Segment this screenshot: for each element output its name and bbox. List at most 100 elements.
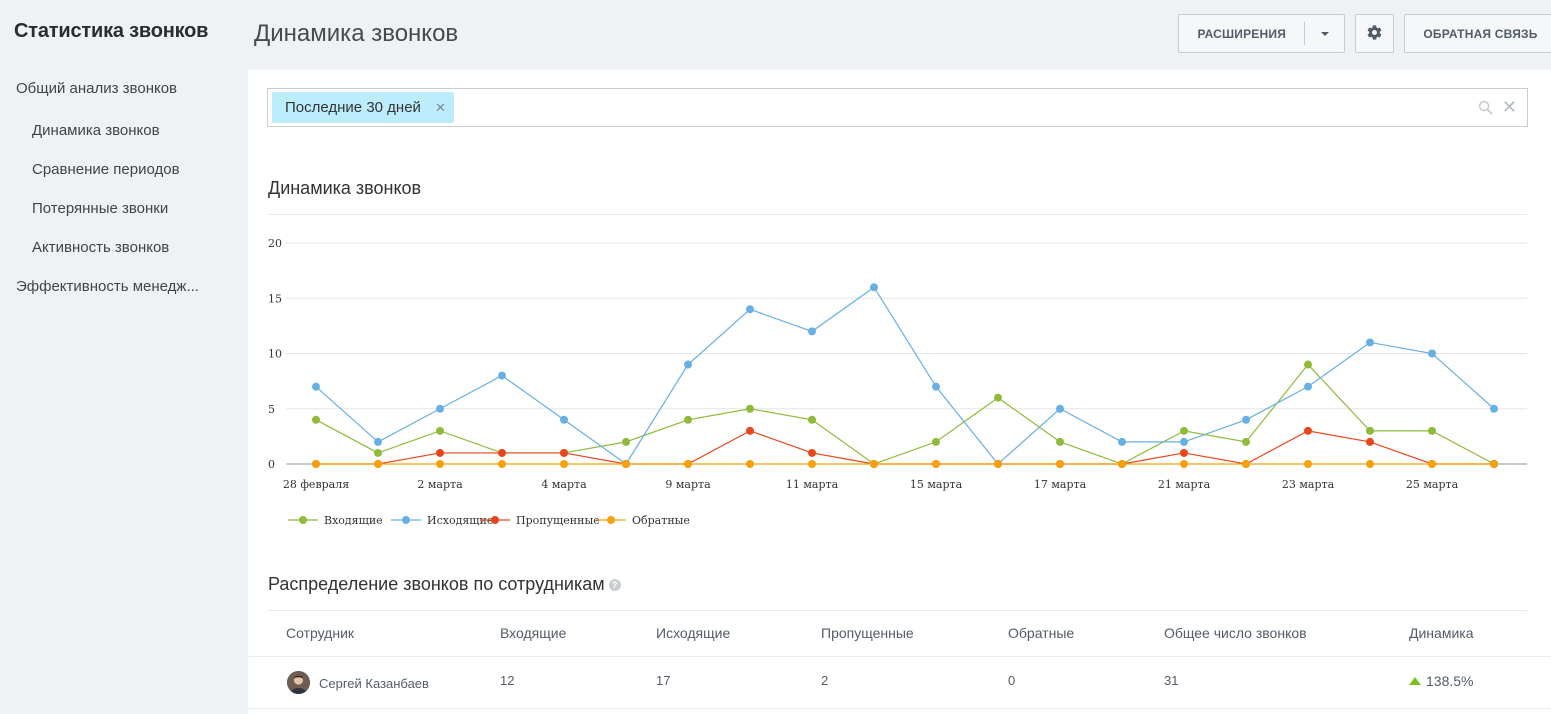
series-line — [315, 286, 1495, 465]
data-point — [870, 283, 878, 292]
data-point — [1118, 437, 1126, 446]
data-point — [808, 327, 816, 336]
data-point — [560, 415, 568, 424]
filter-chip-label: Последние 30 дней — [285, 99, 421, 116]
data-point — [436, 448, 444, 457]
data-point — [560, 448, 568, 457]
cell-dynamics: 138.5% — [1409, 673, 1473, 689]
data-point — [1056, 404, 1064, 413]
column-header-outgoing[interactable]: Исходящие — [656, 625, 731, 641]
data-point — [498, 371, 506, 380]
x-tick-label: 2 марта — [417, 478, 463, 491]
cell-incoming: 12 — [500, 673, 515, 688]
feedback-button-label: ОБРАТНАЯ СВЯЗЬ — [1423, 26, 1538, 41]
data-point — [560, 460, 568, 468]
sidebar-item-general-analysis[interactable]: Общий анализ звонков — [16, 80, 178, 97]
data-point — [1490, 460, 1498, 468]
search-icon[interactable] — [1478, 100, 1493, 120]
gear-icon — [1366, 24, 1383, 44]
data-point — [374, 448, 382, 457]
dynamics-value: 138.5% — [1426, 673, 1474, 689]
settings-button[interactable] — [1355, 14, 1394, 53]
feedback-button[interactable]: ОБРАТНАЯ СВЯЗЬ — [1404, 14, 1551, 53]
legend-marker — [402, 516, 410, 524]
data-point — [436, 426, 444, 435]
data-point — [1242, 415, 1250, 424]
column-header-missed[interactable]: Пропущенные — [821, 625, 914, 641]
sidebar-item-period-comparison[interactable]: Сравнение периодов — [32, 161, 180, 178]
legend-label: Исходящие — [427, 514, 493, 527]
data-point — [1304, 382, 1312, 391]
data-point — [374, 460, 382, 468]
column-header-callbacks[interactable]: Обратные — [1008, 625, 1075, 641]
data-point — [994, 393, 1002, 402]
data-point — [808, 415, 816, 424]
data-point — [1366, 460, 1374, 468]
chart-section-title: Динамика звонков — [268, 178, 422, 198]
data-point — [1304, 360, 1312, 369]
data-point — [374, 437, 382, 446]
data-point — [1180, 437, 1188, 446]
x-tick-label: 21 марта — [1158, 478, 1211, 491]
data-point — [498, 460, 506, 468]
extensions-button-label: РАСШИРЕНИЯ — [1197, 26, 1287, 41]
data-point — [312, 415, 320, 424]
clear-filter-icon[interactable]: ✕ — [1501, 97, 1517, 117]
sidebar-item-call-activity[interactable]: Активность звонков — [32, 239, 170, 256]
legend-marker — [299, 516, 307, 524]
data-point — [622, 460, 630, 468]
avatar — [287, 671, 310, 694]
employee-name-link[interactable]: Сергей Казанбаев — [319, 676, 429, 691]
table-title: Распределение звонков по сотрудникам — [268, 574, 605, 594]
data-point — [1056, 437, 1064, 446]
close-icon[interactable]: ✕ — [434, 99, 446, 115]
column-header-employee[interactable]: Сотрудник — [286, 625, 355, 641]
data-point — [1056, 460, 1064, 468]
legend-label: Входящие — [324, 514, 383, 527]
filter-bar[interactable]: Последние 30 дней ✕ ✕ — [267, 88, 1528, 127]
divider — [268, 610, 1527, 611]
chevron-down-icon[interactable] — [1305, 31, 1344, 37]
table-section-title: Распределение звонков по сотрудникам? — [268, 574, 621, 595]
data-point — [1366, 426, 1374, 435]
y-tick-label: 10 — [268, 348, 282, 361]
data-point — [932, 460, 940, 468]
data-point — [498, 448, 506, 457]
x-tick-label: 9 марта — [665, 478, 711, 491]
data-point — [994, 460, 1002, 468]
cell-total: 31 — [1164, 673, 1179, 688]
cell-callbacks: 0 — [1008, 673, 1016, 688]
data-point — [870, 460, 878, 468]
data-point — [312, 382, 320, 391]
data-point — [684, 460, 692, 468]
button-separator — [1304, 22, 1306, 45]
extensions-button[interactable]: РАСШИРЕНИЯ — [1178, 14, 1345, 53]
data-point — [808, 460, 816, 468]
data-point — [1180, 426, 1188, 435]
table-row-divider — [248, 656, 1551, 657]
data-point — [1366, 338, 1374, 347]
table-row-divider — [248, 708, 1551, 709]
column-header-total[interactable]: Общее число звонков — [1164, 625, 1307, 641]
data-point — [746, 305, 754, 314]
sidebar-item-lost-calls[interactable]: Потерянные звонки — [32, 200, 169, 217]
column-header-dynamics[interactable]: Динамика — [1409, 625, 1474, 641]
help-icon[interactable]: ? — [608, 579, 621, 592]
data-point — [684, 360, 692, 369]
cell-outgoing: 17 — [656, 673, 671, 688]
x-tick-label: 23 марта — [1282, 478, 1335, 491]
data-point — [932, 437, 940, 446]
legend-label: Пропущенные — [516, 514, 600, 527]
sidebar-item-call-dynamics[interactable]: Динамика звонков — [32, 122, 160, 139]
data-point — [808, 448, 816, 457]
cell-missed: 2 — [821, 673, 829, 688]
main-panel: Последние 30 дней ✕ ✕ Динамика звонков 0… — [248, 70, 1551, 714]
column-header-incoming[interactable]: Входящие — [500, 625, 567, 641]
filter-chip[interactable]: Последние 30 дней ✕ — [272, 92, 454, 123]
x-tick-label: 28 февраля — [283, 478, 349, 491]
x-tick-label: 11 марта — [786, 478, 839, 491]
data-point — [1304, 426, 1312, 435]
legend-marker — [491, 516, 499, 524]
page-title: Динамика звонков — [254, 20, 459, 47]
sidebar-item-manager-efficiency[interactable]: Эффективность менедж... — [16, 278, 199, 295]
